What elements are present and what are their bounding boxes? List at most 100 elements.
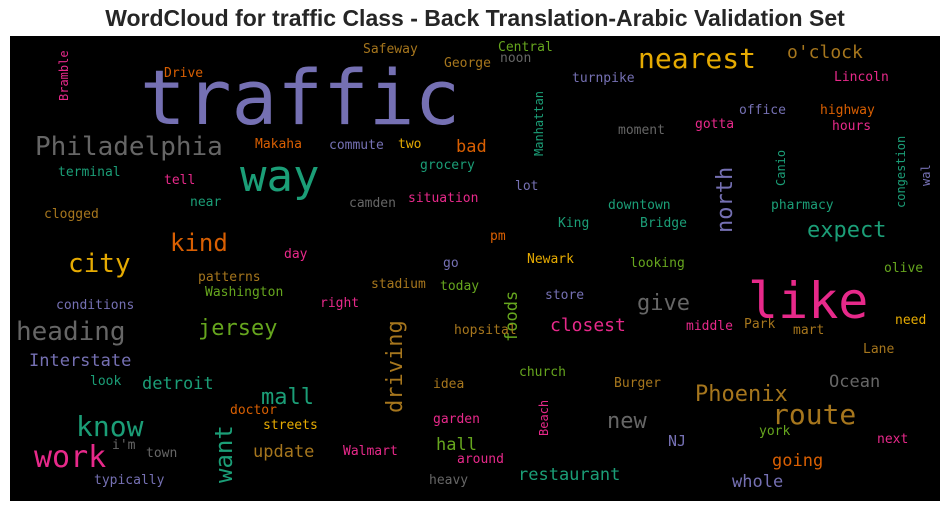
word-doctor: doctor [230,403,277,418]
word-gotta: gotta [695,117,734,132]
word-nearest: nearest [638,42,756,75]
word-whole: whole [732,472,783,492]
word-restaurant: restaurant [518,465,620,485]
word-give: give [637,291,690,316]
word-interstate: Interstate [29,351,131,371]
word-conditions: conditions [56,298,134,313]
word-york: york [759,424,790,439]
word-i-m: i'm [112,438,136,453]
word-traffic: traffic [140,53,460,142]
word-grocery: grocery [420,158,475,173]
word-near: near [190,195,221,210]
word-work: work [34,440,106,475]
word-bramble: Bramble [57,50,71,101]
word-clogged: clogged [44,207,99,222]
word-downtown: downtown [608,198,671,213]
word-need: need [895,313,926,328]
word-driving: driving [383,320,408,413]
word-lane: Lane [863,342,894,357]
word-looking: looking [630,256,685,271]
word-church: church [519,365,566,380]
word-right: right [320,296,359,311]
word-city: city [68,249,131,279]
word-closest: closest [550,315,626,336]
word-streets: streets [263,418,318,433]
word-bridge: Bridge [640,216,687,231]
word-o-clock: o'clock [787,42,863,63]
word-hopsital: hopsital [454,323,517,338]
word-town: town [146,446,177,461]
word-park: Park [744,317,775,332]
word-route: route [772,398,856,431]
word-day: day [284,247,308,262]
word-pm: pm [490,229,506,244]
word-new: new [607,409,647,434]
chart-title: WordCloud for traffic Class - Back Trans… [105,5,845,31]
word-commute: commute [329,138,384,153]
word-nj: NJ [668,432,686,450]
word-beach: Beach [537,400,551,436]
word-office: office [739,103,786,118]
word-look: look [90,374,121,389]
word-around: around [457,452,504,467]
word-phoenix: Phoenix [695,382,788,407]
word-pharmacy: pharmacy [771,198,834,213]
word-store: store [545,288,584,303]
word-newark: Newark [527,252,574,267]
word-kind: kind [170,229,228,257]
word-mart: mart [793,323,824,338]
word-george: George [444,56,491,71]
word-washington: Washington [205,285,283,300]
word-turnpike: turnpike [572,71,635,86]
word-ocean: Ocean [829,372,880,392]
word-moment: moment [618,123,665,138]
word-middle: middle [686,319,733,334]
word-burger: Burger [614,376,661,391]
word-detroit: detroit [142,374,214,394]
word-drive: Drive [164,66,203,81]
word-like: like [748,272,868,330]
word-bad: bad [456,137,487,157]
word-heading: heading [16,317,126,347]
word-lincoln: Lincoln [834,70,889,85]
word-makaha: Makaha [255,137,302,152]
word-going: going [772,451,823,471]
word-highway: highway [820,103,875,118]
word-olive: olive [884,261,923,276]
word-foods: foods [502,291,522,342]
word-noon: noon [500,51,531,66]
word-lot: lot [515,179,538,194]
word-safeway: Safeway [363,42,418,57]
word-idea: idea [433,377,464,392]
word-today: today [440,279,479,294]
word-update: update [253,442,314,462]
word-wal: wal [919,164,933,186]
word-terminal: terminal [58,165,121,180]
word-next: next [877,432,908,447]
word-central: Central [498,40,553,55]
word-situation: situation [408,191,478,206]
word-go: go [443,256,459,271]
word-king: King [558,216,589,231]
word-typically: typically [94,473,165,488]
word-want: want [210,425,238,483]
word-hours: hours [832,119,871,134]
word-philadelphia: Philadelphia [35,132,223,162]
word-two: two [398,137,421,152]
word-cloud: traffic like way Philadelphia nearest route kn… [10,36,940,501]
word-canio: Canio [774,150,788,186]
word-garden: garden [433,412,480,427]
word-hall: hall [436,435,477,455]
word-heavy: heavy [429,473,468,488]
word-patterns: patterns [198,270,261,285]
word-way: way [240,151,319,202]
word-tell: tell [164,173,195,188]
word-mall: mall [261,385,314,410]
word-manhattan: Manhattan [532,91,546,156]
word-congestion: congestion [894,136,908,208]
word-know: know [76,410,144,443]
word-cloud-canvas: traffic like way Philadelphia nearest route kn… [16,40,933,492]
word-expect: expect [807,218,886,243]
word-camden: camden [349,196,396,211]
word-north: north [713,167,738,233]
